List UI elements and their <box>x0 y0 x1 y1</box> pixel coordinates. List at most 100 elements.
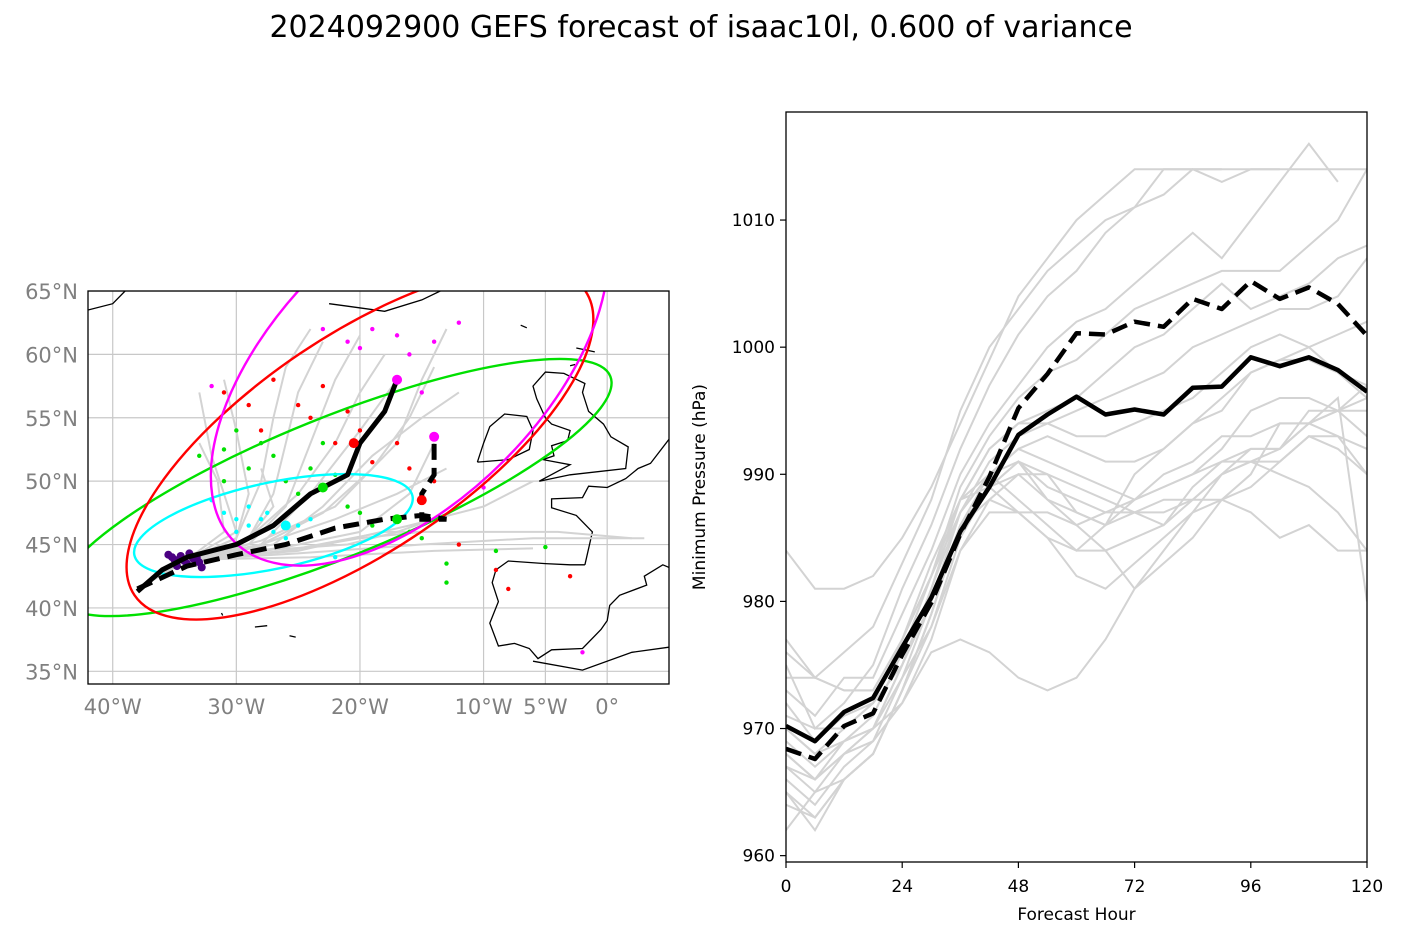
ensemble-point-magenta <box>357 345 363 351</box>
pressure-frame <box>785 111 1368 863</box>
map-lon-tick-label: 0° <box>595 695 619 719</box>
map-plot-area <box>88 291 669 700</box>
mean-marker-cyan <box>280 520 291 531</box>
ensemble-point-cyan <box>258 516 264 522</box>
ensemble-pressure-line <box>786 409 1367 819</box>
pressure-plot-area <box>786 142 1367 833</box>
coastline <box>569 363 576 367</box>
ensemble-point-red <box>333 440 338 446</box>
pressure-y-axis-label: Minimum Pressure (hPa) <box>690 384 710 590</box>
pressure-y-tick-label: 980 <box>743 592 775 612</box>
ensemble-pressure-line <box>786 435 1367 831</box>
ensemble-point-red <box>345 409 350 414</box>
coastline <box>532 371 629 482</box>
ensemble-pressure-line <box>786 472 1367 692</box>
ensemble-point-magenta <box>580 650 585 655</box>
pressure-mean-solid <box>786 355 1367 744</box>
ensemble-point-red <box>308 415 313 420</box>
ensemble-point-red <box>394 440 400 446</box>
ensemble-point-magenta <box>345 339 350 344</box>
ensemble-point-red <box>357 428 363 433</box>
ensemble-point-green <box>320 440 326 446</box>
mean-marker-green <box>317 482 328 493</box>
ensemble-point-green <box>221 478 227 484</box>
ensemble-point-green <box>308 466 313 471</box>
coastline <box>220 612 224 616</box>
ensemble-point-purple <box>197 563 206 572</box>
coastline <box>550 438 669 565</box>
pressure-y-tick-label: 970 <box>743 720 775 740</box>
ensemble-point-green <box>295 491 301 497</box>
ensemble-point-cyan <box>295 523 301 528</box>
mean-marker-green <box>392 514 403 525</box>
pressure-y-tick-label: 1010 <box>732 211 775 231</box>
map-lon-tick-label: 40°W <box>84 695 142 719</box>
ensemble-point-cyan <box>265 510 270 516</box>
ensemble-point-cyan <box>246 504 251 509</box>
pressure-mean-dashed <box>786 278 1367 762</box>
pressure-x-axis-label: Forecast Hour <box>1017 905 1135 925</box>
pressure-x-tick-label: 96 <box>1240 877 1262 897</box>
ensemble-pressure-line <box>786 460 1367 769</box>
mean-marker-magenta <box>429 431 440 442</box>
ensemble-pressure-line <box>786 384 1367 781</box>
coastline <box>329 291 441 312</box>
pressure-x-tick-label: 48 <box>1008 877 1030 897</box>
ensemble-point-cyan <box>221 510 227 516</box>
mean-marker-red <box>348 438 359 449</box>
ensemble-point-cyan <box>246 523 251 528</box>
ensemble-point-magenta <box>209 383 214 389</box>
ensemble-point-magenta <box>407 352 412 357</box>
ensemble-point-green <box>444 561 449 566</box>
ensemble-pressure-line <box>786 142 1339 718</box>
figure-title: 2024092900 GEFS forecast of isaac10l, 0.… <box>269 10 1133 45</box>
ensemble-point-cyan <box>308 516 313 522</box>
coastline <box>254 625 268 628</box>
uncertainty-ellipse-magenta <box>209 291 610 567</box>
ensemble-point-purple <box>168 553 177 562</box>
ensemble-point-green <box>357 510 363 516</box>
ensemble-point-cyan <box>234 516 239 522</box>
ensemble-point-red <box>320 383 326 389</box>
coastline <box>520 324 528 329</box>
ensemble-pressure-line <box>786 168 1280 731</box>
map-lat-tick-label: 45°N <box>25 534 78 558</box>
map-lat-tick-label: 35°N <box>25 660 78 684</box>
pressure-y-tick-label: 960 <box>743 847 775 867</box>
pressure-y-tick-label: 990 <box>743 465 775 485</box>
ensemble-point-red <box>506 586 511 592</box>
map-lon-tick-label: 30°W <box>207 695 265 719</box>
ensemble-point-green <box>493 548 499 554</box>
pressure-x-tick-label: 72 <box>1124 877 1146 897</box>
ensemble-point-red <box>271 377 276 382</box>
ensemble-point-red <box>567 574 573 579</box>
uncertainty-ellipse-green <box>88 357 613 618</box>
pressure-x-tick-label: 0 <box>781 877 792 897</box>
map-lat-tick-label: 40°N <box>25 597 78 621</box>
pressure-x-tick-label: 24 <box>891 877 913 897</box>
ensemble-point-magenta <box>419 390 424 395</box>
map-lon-tick-label: 20°W <box>331 695 389 719</box>
ensemble-point-green <box>444 580 449 585</box>
ensemble-point-cyan <box>283 536 288 541</box>
mean-track-dashed <box>136 436 447 592</box>
ensemble-point-red <box>456 542 462 547</box>
ensemble-point-cyan <box>333 555 338 560</box>
ensemble-point-green <box>221 447 227 452</box>
coastline <box>289 635 296 638</box>
ensemble-point-magenta <box>431 339 437 344</box>
ensemble-point-green <box>543 544 548 550</box>
map-lon-tick-label: 5°W <box>523 695 568 719</box>
ensemble-point-red <box>493 567 499 573</box>
ensemble-pressure-line <box>786 168 1222 680</box>
coastline <box>476 413 534 463</box>
ensemble-point-green <box>246 466 251 471</box>
coastline <box>88 291 126 311</box>
pressure-x-tick-label: 120 <box>1351 877 1383 897</box>
coastline <box>532 646 669 671</box>
coastline <box>397 699 401 700</box>
ensemble-point-green <box>197 453 202 459</box>
ensemble-pressure-line <box>786 435 1367 756</box>
coastline <box>495 560 585 571</box>
